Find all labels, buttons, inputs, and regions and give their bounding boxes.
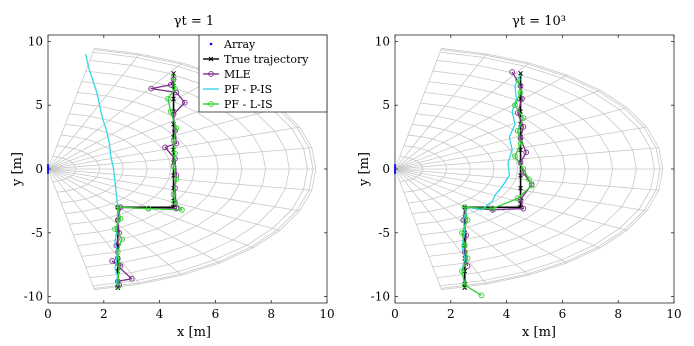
x-tick-label-left: 2 [100, 307, 108, 321]
legend-label-array: Array [223, 38, 256, 51]
x-tick-label-right: 10 [666, 307, 681, 321]
y-tick-label-left: -5 [31, 226, 43, 240]
x-tick-label-right: 8 [614, 307, 622, 321]
x-tick-label-right: 4 [503, 307, 511, 321]
legend-label-pf-l-is: PF - L-IS [224, 98, 273, 111]
x-tick-label-right: 0 [391, 307, 399, 321]
x-tick-label-left: 4 [156, 307, 164, 321]
series-point-array-right [394, 164, 396, 166]
x-axis-label-right: x [m] [522, 325, 556, 340]
angle-spoke-right [395, 90, 600, 169]
series-point-array-right [394, 168, 396, 170]
x-tick-label-left: 10 [319, 307, 334, 321]
y-tick-label-right: 5 [382, 98, 390, 112]
series-point-array-left [47, 172, 49, 174]
legend-label-mle: MLE [224, 68, 251, 81]
y-tick-label-right: -5 [378, 226, 390, 240]
x-tick-label-right: 2 [447, 307, 455, 321]
y-axis-label-right: y [m] [357, 152, 372, 187]
x-tick-label-left: 8 [267, 307, 275, 321]
x-tick-label-left: 6 [212, 307, 220, 321]
x-axis-label-left: x [m] [177, 325, 211, 340]
y-axis-label-left: y [m] [10, 152, 25, 187]
panel-left: 0 2 4 6 8 10 -10 -5 0 5 10 γt = 1 x [m] y [m] Array Tru… [10, 14, 335, 340]
series-line-pf-p-is-left [86, 54, 118, 286]
y-tick-label-right: 10 [375, 34, 390, 48]
polar-grid-right [395, 48, 663, 289]
legend-left: Array True trajectory MLE PF - P-IS PF - L-I… [199, 35, 327, 112]
y-tick-label-right: -10 [371, 290, 390, 304]
y-tick-label-left: -10 [24, 290, 43, 304]
series-point-array-left [47, 170, 49, 172]
legend-label-true-trajectory: True trajectory [224, 53, 309, 66]
series-point-array-right [394, 170, 396, 172]
y-tick-label-left: 0 [35, 162, 43, 176]
x-tick-label-left: 0 [44, 307, 52, 321]
y-tick-label-left: 10 [28, 34, 43, 48]
legend-label-pf-p-is: PF - P-IS [224, 83, 272, 96]
series-point-array-left [47, 168, 49, 170]
y-tick-label-right: 0 [382, 162, 390, 176]
series-point-array-right [394, 166, 396, 168]
x-tick-label-right: 6 [559, 307, 567, 321]
y-tick-label-left: 5 [35, 98, 43, 112]
series-point-array-right [394, 172, 396, 174]
series-point-array-left [47, 166, 49, 168]
panel-right: 0 2 4 6 8 10 -10 -5 0 5 10 γt = 10³ x [m] y [m] [357, 14, 682, 340]
chart-title-left: γt = 1 [174, 14, 214, 29]
series-point-array-left [47, 164, 49, 166]
angle-spoke-right [395, 169, 600, 248]
chart-title-right: γt = 10³ [512, 14, 566, 29]
legend-marker-array [210, 43, 213, 46]
